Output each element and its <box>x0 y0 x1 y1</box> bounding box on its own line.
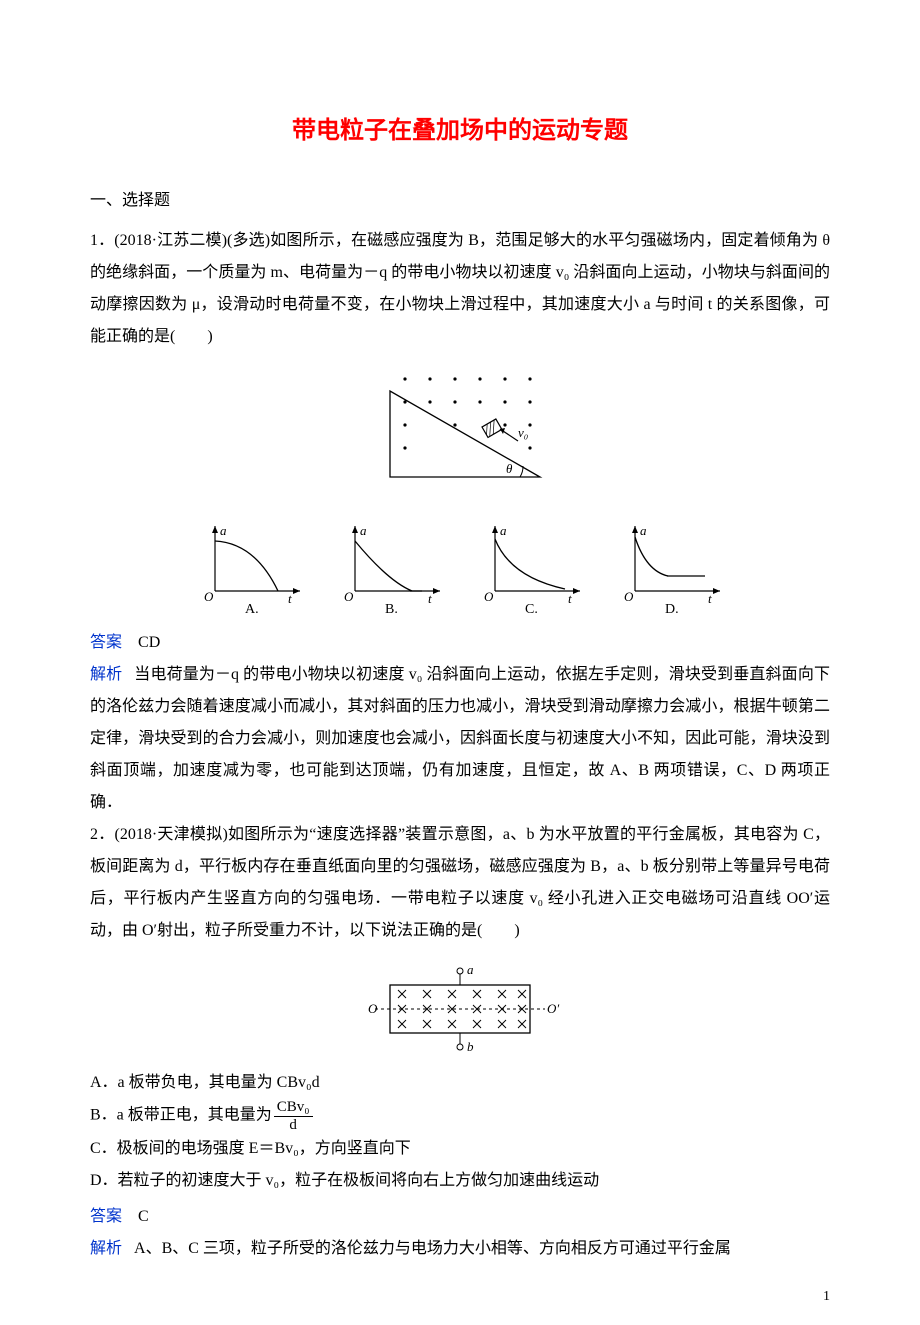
svg-text:O: O <box>344 589 354 604</box>
incline-diagram: θ v₀ <box>350 367 570 497</box>
page: 带电粒子在叠加场中的运动专题 一、选择题 1．(2018·江苏二模)(多选)如图… <box>0 0 920 1325</box>
q2-figure: a <box>90 961 830 1061</box>
explain-label: 解析 <box>90 666 122 683</box>
q2-answer-line: 答案 C <box>90 1201 830 1233</box>
svg-text:a: a <box>500 523 507 538</box>
svg-text:A.: A. <box>245 602 259 616</box>
svg-text:O: O <box>368 1001 378 1016</box>
q1-answer: CD <box>138 634 160 651</box>
q1-explanation: 解析当电荷量为－q 的带电小物块以初速度 v₀ 沿斜面向上运动，依据左手定则，滑… <box>90 659 830 819</box>
q2-choice-D: D．若粒子的初速度大于 v₀，粒子在极板间将向右上方做匀加速曲线运动 <box>90 1165 830 1197</box>
q2-answer: C <box>138 1208 149 1225</box>
svg-text:C.: C. <box>525 602 538 616</box>
svg-text:a: a <box>220 523 227 538</box>
svg-text:t: t <box>708 591 712 606</box>
q2-choice-A: A．a 板带负电，其电量为 CBv₀d <box>90 1067 830 1099</box>
svg-text:O′: O′ <box>547 1001 559 1016</box>
q1-figure-graphs: a O t A. a O t B. <box>90 516 830 621</box>
v0-label: v₀ <box>518 425 528 440</box>
angle-label: θ <box>506 461 513 476</box>
q2-text: 2．(2018·天津模拟)如图所示为“速度选择器”装置示意图，a、b 为水平放置… <box>90 819 830 947</box>
svg-text:O: O <box>484 589 494 604</box>
svg-text:t: t <box>428 591 432 606</box>
svg-text:b: b <box>467 1039 474 1054</box>
q2-explanation: 解析A、B、C 三项，粒子所受的洛伦兹力与电场力大小相等、方向相反方可通过平行金… <box>90 1233 830 1265</box>
section-header: 一、选择题 <box>90 185 830 217</box>
svg-text:a: a <box>640 523 647 538</box>
q1-text: 1．(2018·江苏二模)(多选)如图所示，在磁感应强度为 B，范围足够大的水平… <box>90 225 830 353</box>
svg-text:B.: B. <box>385 602 398 616</box>
q2-choice-B: B．a 板带正电，其电量为CBv₀d <box>90 1099 830 1133</box>
q1-answer-line: 答案 CD <box>90 627 830 659</box>
svg-text:O: O <box>624 589 634 604</box>
q1-figure-incline: θ v₀ <box>90 367 830 502</box>
svg-text:t: t <box>568 591 572 606</box>
svg-text:a: a <box>467 962 474 977</box>
page-number: 1 <box>823 1289 830 1305</box>
graph-row: a O t A. a O t B. <box>180 516 740 616</box>
answer-label: 答案 <box>90 634 122 651</box>
svg-text:O: O <box>204 589 214 604</box>
q2-choice-C: C．极板间的电场强度 E＝Bv₀，方向竖直向下 <box>90 1133 830 1165</box>
explain-label: 解析 <box>90 1240 122 1257</box>
answer-label: 答案 <box>90 1208 122 1225</box>
svg-text:t: t <box>288 591 292 606</box>
svg-text:a: a <box>360 523 367 538</box>
fraction: CBv₀d <box>274 1099 313 1133</box>
page-title: 带电粒子在叠加场中的运动专题 <box>90 110 830 145</box>
svg-text:D.: D. <box>665 602 679 616</box>
velocity-selector: a <box>340 961 580 1056</box>
